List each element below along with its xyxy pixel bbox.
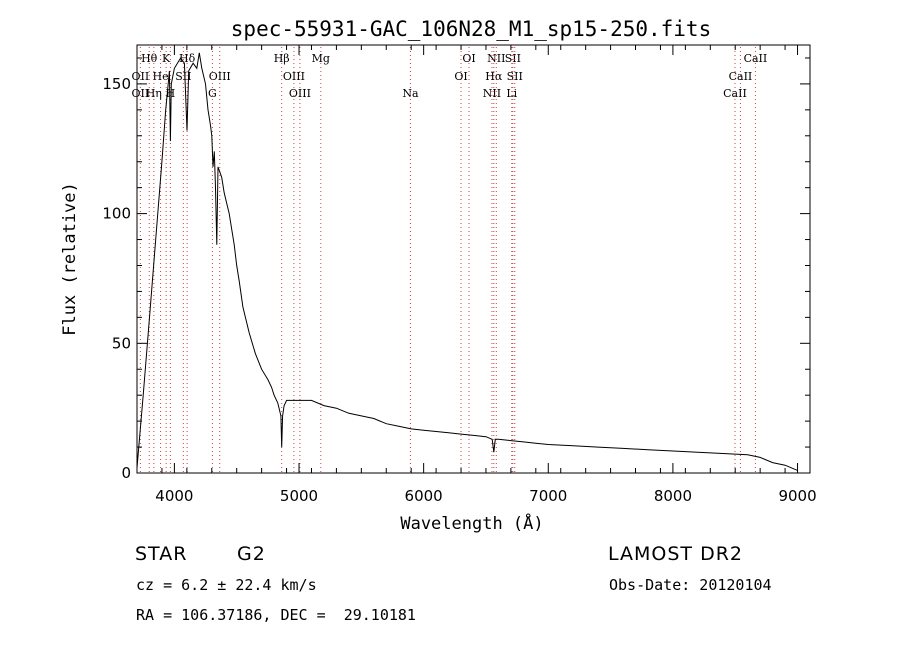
x-axis: 4000 5000 6000 7000 8000 9000 (136, 45, 817, 505)
line-label: SII (505, 52, 521, 65)
line-label: OIII (283, 70, 305, 83)
obs-date-text: Obs-Date: 20120104 (609, 576, 772, 594)
line-label: CaII (723, 87, 747, 100)
line-label: NII (483, 87, 501, 100)
line-label: CaII (729, 70, 753, 83)
line-label: He (153, 70, 169, 83)
y-axis-label: Flux (relative) (60, 182, 80, 336)
line-label: OI (462, 52, 475, 65)
line-label: OII (132, 70, 150, 83)
line-label: OIII (289, 87, 311, 100)
line-label: Mg (312, 52, 330, 65)
line-label: OII (132, 87, 150, 100)
line-label: SII (507, 70, 523, 83)
survey-name: LAMOST DR2 (608, 543, 743, 565)
x-tick-label: 4000 (155, 487, 193, 505)
line-label: Na (402, 87, 419, 100)
x-tick-label: 9000 (778, 487, 816, 505)
y-tick-label: 50 (112, 334, 131, 352)
line-label: Li (506, 87, 517, 100)
x-tick-label: 7000 (529, 487, 567, 505)
plot-frame (136, 44, 811, 474)
line-label: Hβ (274, 52, 290, 65)
x-tick-label: 6000 (405, 487, 443, 505)
line-label: K (162, 52, 171, 65)
coordinates-text: RA = 106.37186, DEC = 29.10181 (136, 606, 416, 624)
redshift-text: cz = 6.2 ± 22.4 km/s (136, 576, 317, 594)
line-label: OIII (209, 70, 231, 83)
y-tick-label: 150 (102, 75, 131, 93)
line-label: Hη (146, 87, 162, 100)
line-label: H (166, 87, 176, 100)
line-label: G (208, 87, 217, 100)
y-tick-label: 0 (121, 464, 131, 482)
x-axis-label: Wavelength (Å) (400, 512, 543, 534)
y-tick-label: 100 (102, 205, 131, 223)
spectrum-series-line (136, 52, 798, 471)
object-class: STAR (135, 543, 188, 565)
line-label: Hθ (141, 52, 158, 65)
x-tick-label: 5000 (280, 487, 318, 505)
y-axis: 0 50 100 150 (102, 57, 810, 482)
line-label: OI (454, 70, 467, 83)
line-label: Hα (485, 70, 503, 83)
x-tick-label: 8000 (654, 487, 692, 505)
line-label: NII (487, 52, 505, 65)
chart-title: spec-55931-GAC_106N28_M1_sp15-250.fits (231, 17, 711, 41)
line-label: CaII (744, 52, 768, 65)
spectral-subclass: G2 (237, 543, 266, 565)
line-markers: HθOIIOIIHeHηKHSIIHδOIIIGHβOIIIOIIIMgNaOI… (132, 47, 768, 473)
